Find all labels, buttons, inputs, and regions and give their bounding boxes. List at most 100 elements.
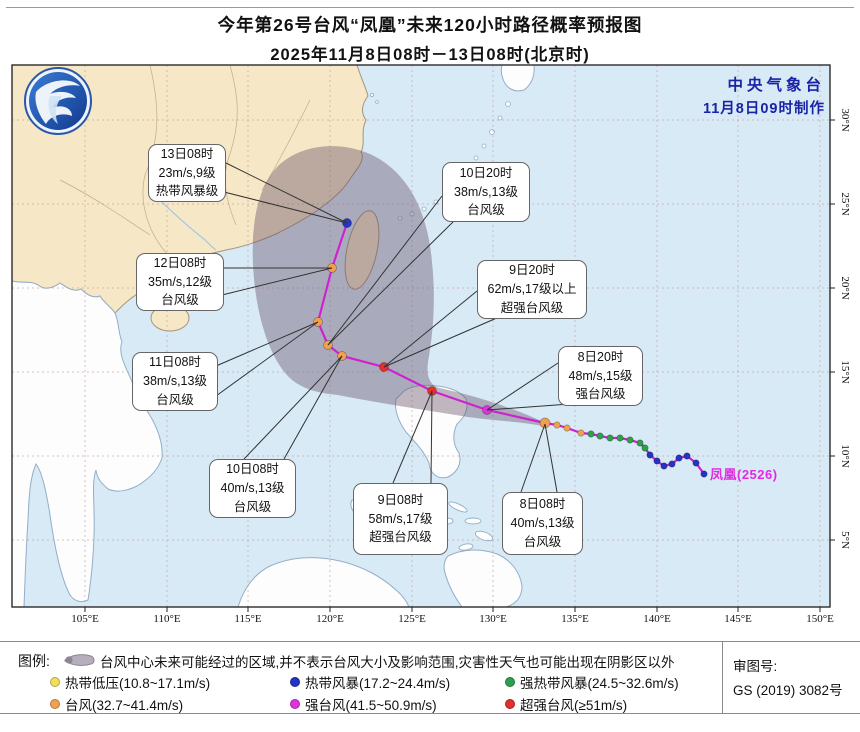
callout-line: 38m/s,13级 (454, 184, 518, 199)
callout-line: 10日20时 (459, 165, 513, 180)
probability-cone (252, 146, 548, 427)
legend-item-label: 超强台风(≥51m/s) (520, 698, 628, 713)
callout-line: 9日20时 (509, 263, 555, 278)
title-block: 今年第26号台风“凤凰”未来120小时路径概率预报图 2025年11月8日08时… (0, 12, 860, 65)
history-point (636, 439, 644, 447)
callout-line: 58m/s,17级 (368, 511, 433, 526)
legend-item-label: 台风(32.7~41.4m/s) (65, 698, 184, 713)
page-subtitle: 2025年11月8日08时－13日08时(北京时) (270, 46, 590, 64)
leader-line (430, 390, 433, 484)
legend-item: 超强台风(≥51m/s) (505, 694, 627, 714)
map-approval-value: GS (2019) 3082号 (733, 683, 843, 699)
history-point (660, 462, 668, 470)
legend-color-dot (290, 699, 300, 709)
legend-color-dot (290, 677, 300, 687)
callout-line: 12日08时 (153, 255, 207, 270)
history-point (596, 432, 604, 440)
lon-axis-label: 130°E (479, 613, 507, 625)
province-borders (59, 65, 311, 256)
kyushu-island (500, 65, 535, 92)
forecast-callout: 9日08时 58m/s,17级 超强台风级 (353, 483, 448, 555)
river (159, 199, 217, 251)
history-point (675, 454, 683, 462)
history-point (692, 459, 700, 467)
legend-item-label: 热带低压(10.8~17.1m/s) (65, 676, 211, 691)
history-point (563, 424, 571, 432)
borneo-landmass (237, 557, 410, 607)
leader-line-layer (215, 161, 571, 493)
callout-line: 8日20时 (577, 349, 624, 364)
lat-axis-label: 10°N (839, 444, 851, 467)
agency-name: 中央气象台 (727, 77, 825, 94)
leader-line (383, 290, 478, 368)
legend-color-dot (505, 677, 515, 687)
history-point (616, 434, 624, 442)
lon-axis-label: 115°E (234, 613, 261, 625)
history-point (646, 451, 654, 459)
callout-line: 热带风暴级 (155, 184, 219, 199)
history-point (700, 470, 708, 478)
lon-axis-label: 125°E (398, 613, 426, 625)
forecast-point (539, 417, 551, 429)
history-point (641, 444, 649, 452)
lon-axis-label: 145°E (724, 613, 752, 625)
lat-axis-label: 5°N (839, 531, 851, 549)
lat-axis-label: 20°N (839, 276, 851, 299)
legend-item-label: 强台风(41.5~50.9m/s) (305, 698, 437, 713)
lat-axis-label: 30°N (839, 108, 851, 131)
legend-color-dot (50, 699, 60, 709)
history-point (587, 430, 595, 438)
leader-line (215, 321, 319, 397)
callout-line: 台风级 (233, 499, 272, 514)
callout-line: 40m/s,13级 (510, 516, 575, 531)
history-point (683, 452, 691, 460)
forecast-callout: 10日08时 40m/s,13级 台风级 (209, 459, 296, 518)
leader-line (383, 316, 500, 368)
lon-axis-label: 150°E (806, 613, 834, 625)
mindanao-island (443, 549, 523, 607)
taiwan-island (344, 210, 380, 290)
callout-line: 35m/s,12级 (148, 274, 212, 289)
callout-line: 超强台风级 (369, 530, 432, 545)
callout-line: 超强台风级 (500, 300, 564, 315)
history-point (577, 429, 585, 437)
forecast-callout: 13日08时 23m/s,9级 热带风暴级 (148, 144, 226, 202)
lon-axis-label: 135°E (561, 613, 589, 625)
page-top-rule (6, 7, 854, 8)
probability-cone-layer (252, 146, 548, 427)
legend-cone-description: 台风中心未来可能经过的区域,并不表示台风大小及影响范围,灾害性天气也可能出现在阴… (100, 655, 675, 670)
callout-line: 62m/s,17级以上 (487, 282, 577, 297)
history-point (626, 436, 634, 444)
legend-item: 热带风暴(17.2~24.4m/s) (290, 672, 450, 692)
page-title: 今年第26号台风“凤凰”未来120小时路径概率预报图 (217, 15, 643, 35)
leader-line (223, 191, 348, 224)
callout-line: 13日08时 (160, 146, 214, 161)
legend-color-dot (505, 699, 515, 709)
leader-line (327, 195, 443, 346)
storm-name-label: 凤凰(2526) (710, 467, 778, 482)
map-approval-label: 审图号: (733, 659, 778, 674)
callout-line: 9日08时 (377, 492, 424, 507)
legend-item: 强热带风暴(24.5~32.6m/s) (505, 672, 679, 692)
callout-line: 台风级 (523, 534, 562, 549)
callout-line: 8日08时 (519, 497, 566, 512)
leader-line (221, 267, 333, 296)
leader-line (215, 321, 319, 367)
callout-line: 48m/s,15级 (568, 368, 633, 383)
legend-color-dot (50, 677, 60, 687)
leader-line (327, 219, 456, 346)
leader-line (486, 362, 559, 411)
lat-axis-label: 25°N (839, 192, 851, 215)
callout-line: 38m/s,13级 (143, 374, 207, 389)
legend-divider (722, 642, 723, 713)
forecast-callout: 8日08时 40m/s,13级 台风级 (502, 492, 583, 555)
leader-line (283, 355, 343, 460)
legend-item: 台风(32.7~41.4m/s) (50, 694, 183, 714)
forecast-callout: 9日20时 62m/s,17级以上 超强台风级 (477, 260, 587, 319)
callout-line: 40m/s,13级 (220, 481, 285, 496)
indochina-landmass (12, 280, 163, 607)
agency-issued-time: 11月8日09时制作 (702, 101, 825, 117)
callout-line: 强台风级 (575, 387, 626, 402)
callout-line: 23m/s,9级 (158, 165, 216, 180)
forecast-callout: 11日08时 38m/s,13级 台风级 (132, 352, 218, 411)
